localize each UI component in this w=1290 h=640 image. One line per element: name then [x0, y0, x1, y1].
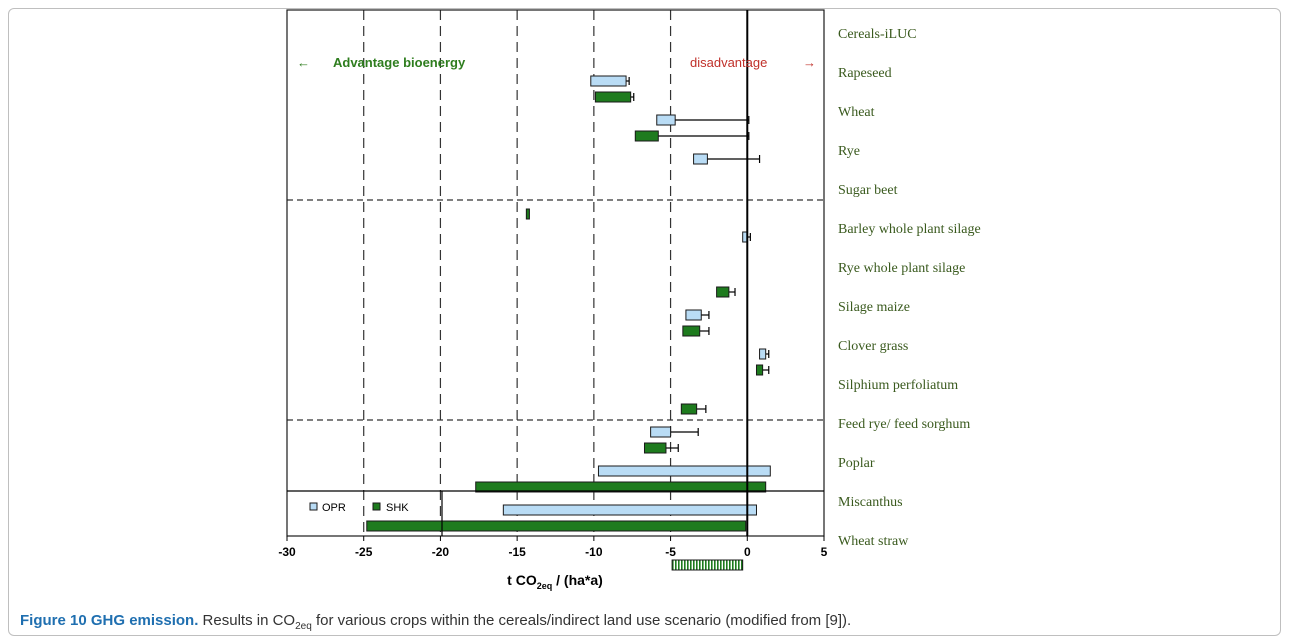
category-label: Rye	[838, 144, 860, 159]
category-label: Silage maize	[838, 300, 910, 315]
disadvantage-arrow: →	[803, 55, 816, 70]
category-label: Clover grass	[838, 339, 908, 354]
x-tick-label: -30	[278, 545, 296, 559]
x-tick-label: -25	[355, 545, 373, 559]
bar-opr	[597, 465, 771, 477]
x-axis-label: t CO2eq / (ha*a)	[507, 572, 603, 591]
caption-sub: 2eq	[295, 621, 312, 632]
x-tick-label: -5	[665, 545, 676, 559]
advantage-arrow: ←	[297, 55, 310, 70]
caption-label: Figure 10 GHG emission.	[20, 612, 199, 629]
legend: OPR SHK	[309, 502, 409, 514]
category-label: Silphium perfoliatum	[838, 378, 958, 393]
axes	[286, 9, 825, 541]
advantage-label: Advantage bioenergy	[333, 55, 466, 70]
bar-shk	[525, 208, 530, 220]
legend-label-shk: SHK	[386, 502, 409, 514]
x-tick-labels: -30 -25 -20 -15 -10 -5 0 5	[278, 545, 827, 559]
bar-shk	[594, 91, 632, 103]
category-labels: Cereals-iLUC Rapeseed Wheat Rye Sugar beet Ba…	[838, 27, 981, 549]
legend-swatch-opr	[309, 502, 318, 511]
legend-label-opr: OPR	[322, 502, 346, 514]
bar-opr	[685, 309, 702, 321]
x-tick-label: -20	[432, 545, 450, 559]
bar-opr	[656, 114, 676, 126]
bar-shk	[475, 481, 767, 493]
caption-text-after: for various crops within the cereals/ind…	[311, 612, 852, 629]
bar-shk	[755, 364, 764, 376]
bar-shk	[682, 325, 701, 337]
x-tick-label: -15	[508, 545, 526, 559]
figure-caption: Figure 10 GHG emission. Results in CO2eq…	[20, 612, 1270, 632]
x-tick-label: -10	[585, 545, 603, 559]
category-label: Wheat straw	[838, 534, 909, 549]
x-tick-label: 0	[744, 545, 751, 559]
figure-frame	[8, 8, 1281, 636]
bar-shk	[680, 403, 698, 415]
bar-opr	[650, 426, 672, 438]
legend-swatch-shk	[372, 502, 381, 511]
category-label: Rapeseed	[838, 66, 892, 81]
annotation-advantage: ← Advantage bioenergy	[297, 55, 466, 70]
category-label: Sugar beet	[838, 183, 898, 198]
category-label: Rye whole plant silage	[838, 261, 965, 276]
category-label: Feed rye/ feed sorghum	[838, 417, 970, 432]
bar-shk	[643, 442, 667, 454]
category-label: Barley whole plant silage	[838, 222, 981, 237]
disadvantage-label: disadvantage	[690, 55, 767, 70]
bar-shk	[716, 286, 730, 298]
bar-opr	[590, 75, 627, 87]
plot-border	[286, 9, 825, 537]
annotation-disadvantage: disadvantage →	[690, 55, 816, 70]
bar-shk	[366, 520, 747, 532]
bar-opr	[693, 153, 708, 165]
category-label: Miscanthus	[838, 495, 903, 510]
caption-text-before: Results in CO	[198, 612, 296, 629]
bar-shk	[671, 559, 744, 571]
x-tick-label: 5	[821, 545, 828, 559]
bar-opr	[502, 504, 757, 516]
bar-opr	[759, 348, 767, 360]
grid	[363, 10, 672, 536]
bars	[366, 75, 771, 571]
bar-shk	[634, 130, 659, 142]
category-label: Poplar	[838, 456, 875, 471]
category-label: Cereals-iLUC	[838, 27, 917, 42]
category-label: Wheat	[838, 105, 875, 120]
